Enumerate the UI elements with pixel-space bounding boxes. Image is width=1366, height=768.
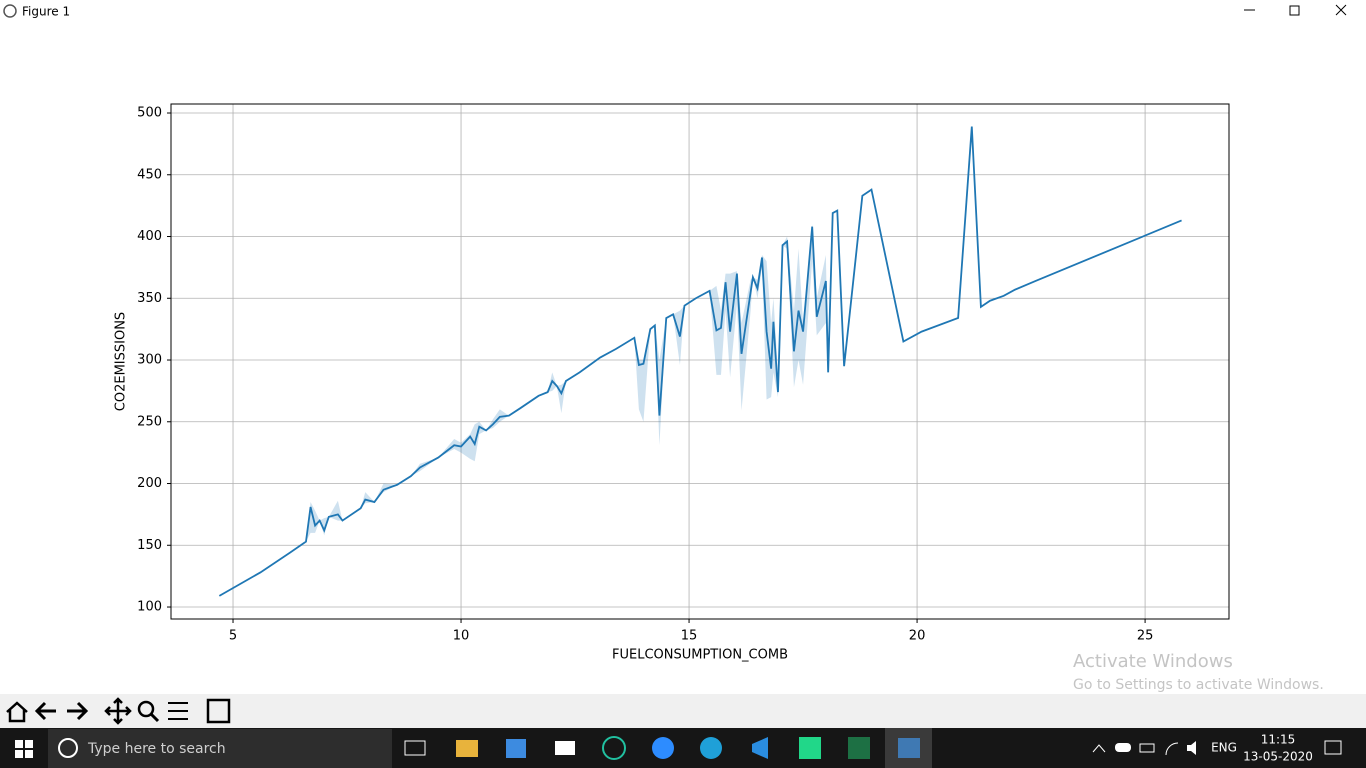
y-tick-label: 250 (137, 414, 162, 429)
y-tick-label: 450 (137, 167, 162, 182)
forward-button[interactable] (67, 701, 89, 721)
window-title: Figure 1 (22, 5, 70, 19)
toolbar (0, 694, 1366, 728)
store-icon[interactable] (506, 739, 526, 758)
home-button[interactable] (6, 701, 28, 723)
x-tick-label: 5 (229, 629, 237, 644)
battery-icon[interactable] (1139, 743, 1155, 753)
y-tick-label: 100 (137, 600, 162, 615)
language[interactable]: ENG (1211, 741, 1237, 755)
volume-icon[interactable] (1187, 741, 1196, 755)
y-tick-label: 500 (137, 106, 162, 121)
app-icon (3, 4, 17, 18)
y-axis-label: CO2EMISSIONS (114, 312, 129, 411)
zoom-handle (149, 712, 160, 723)
x-tick-label: 15 (681, 629, 698, 644)
x-tick-label: 10 (453, 629, 470, 644)
zoom-icon[interactable] (652, 737, 674, 759)
y-tick-label: 200 (137, 476, 162, 491)
axes-frame (170, 103, 1230, 620)
activation-subtitle: Go to Settings to activate Windows. (1073, 677, 1324, 693)
pan-button[interactable] (104, 697, 132, 725)
plot: 5 10 15 20 25 100 150 200 250 300 350 400 450 500 FUEL… (114, 103, 1230, 663)
configure-button[interactable] (168, 702, 188, 720)
clock-time[interactable]: 11:15 (1261, 733, 1296, 747)
search-placeholder: Type here to search (87, 741, 226, 757)
app-icon-u[interactable] (602, 736, 626, 760)
y-tick-label: 400 (137, 229, 162, 244)
network-icon[interactable] (1165, 742, 1179, 756)
task-view[interactable] (404, 740, 426, 756)
explorer-icon[interactable] (456, 740, 478, 757)
clock-date[interactable]: 13-05-2020 (1243, 750, 1313, 764)
back-button[interactable] (34, 701, 56, 721)
python-icon[interactable] (898, 738, 920, 758)
activation-title: Activate Windows (1073, 651, 1233, 672)
search-icon (58, 738, 78, 758)
y-tick-label: 300 (137, 353, 162, 368)
y-tick-label: 350 (137, 291, 162, 306)
zoom-button[interactable] (137, 700, 155, 718)
excel-icon[interactable] (848, 737, 870, 759)
y-tick-label: 150 (137, 538, 162, 553)
restore-button[interactable] (1289, 5, 1300, 16)
close-button[interactable] (1335, 4, 1347, 16)
pycharm-icon[interactable] (799, 737, 821, 759)
x-tick-label: 25 (1137, 629, 1154, 644)
notifications[interactable] (1324, 740, 1342, 755)
edge-icon[interactable] (700, 737, 722, 759)
x-axis-label: FUELCONSUMPTION_COMB (612, 648, 788, 663)
vscode-icon[interactable] (752, 737, 768, 759)
save-button[interactable] (206, 698, 231, 724)
tray-expand[interactable] (1092, 744, 1106, 753)
line (218, 126, 1182, 597)
x-tick-label: 20 (909, 629, 926, 644)
start-button[interactable] (15, 740, 33, 758)
onedrive-icon[interactable] (1115, 743, 1131, 752)
search-box[interactable] (48, 729, 392, 768)
mail-icon[interactable] (555, 741, 575, 755)
